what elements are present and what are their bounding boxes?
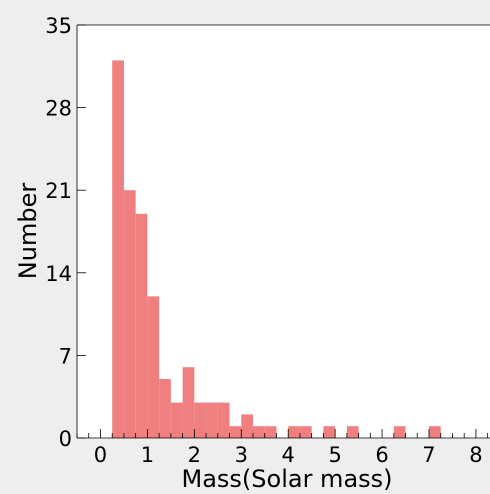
histogram-bar: [229, 426, 242, 438]
x-tick-label: 0: [94, 443, 107, 467]
x-tick-label: 5: [328, 443, 341, 467]
y-tick-label: 14: [45, 262, 72, 286]
histogram-bar: [194, 402, 207, 438]
x-tick-label: 4: [282, 443, 295, 467]
histogram-bar: [346, 426, 359, 438]
histogram-bar: [217, 402, 230, 438]
histogram-bar: [123, 190, 136, 438]
histogram-bar: [206, 402, 218, 438]
axes: [76, 24, 490, 439]
bars: [112, 60, 441, 439]
y-axis-label: Number: [14, 183, 42, 280]
x-tick-label: 7: [422, 443, 435, 467]
histogram-bar: [147, 296, 160, 438]
x-tick-label: 6: [375, 443, 388, 467]
histogram-bar: [288, 426, 300, 438]
x-tick-label: 8: [469, 443, 482, 467]
histogram-bar: [299, 426, 312, 438]
y-tick-label: 0: [59, 427, 72, 451]
y-tick-label: 7: [59, 344, 72, 368]
histogram-bar: [264, 426, 277, 438]
histogram-bar: [252, 426, 265, 438]
histogram-bar: [170, 402, 183, 438]
histogram-bar: [393, 426, 406, 438]
y-tick-label: 35: [45, 14, 72, 38]
x-tick-label: 1: [141, 443, 154, 467]
x-tick-label: 2: [188, 443, 201, 467]
y-tick-label: 21: [45, 179, 72, 203]
histogram-bar: [323, 426, 336, 438]
histogram-bar: [135, 213, 148, 438]
histogram-bar: [428, 426, 441, 438]
histogram-bar: [241, 414, 253, 438]
x-axis-label: Mass(Solar mass): [181, 465, 392, 493]
histogram-bar: [112, 60, 124, 439]
ticks: 0 1 2 3 4 5 6 7 8 0 7 14 21 28 35: [45, 14, 489, 467]
histogram-bar: [182, 367, 195, 438]
y-tick-label: 28: [45, 97, 72, 121]
x-tick-label: 3: [235, 443, 248, 467]
histogram-bar: [159, 379, 171, 438]
